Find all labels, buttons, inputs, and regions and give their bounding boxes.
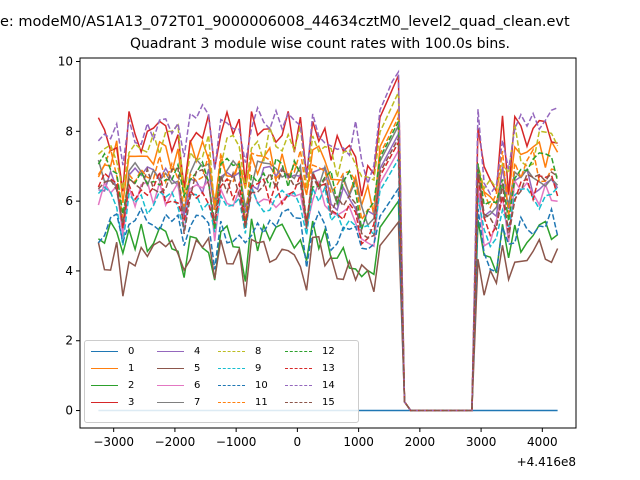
x-tick-label: 0: [294, 435, 302, 449]
legend-label: 13: [322, 363, 335, 374]
legend-label: 8: [255, 346, 262, 357]
y-tick-label: 2: [65, 334, 73, 348]
legend-label: 7: [194, 397, 201, 408]
legend-label: 10: [255, 380, 268, 391]
legend-swatch: [285, 351, 312, 352]
legend-swatch: [91, 351, 118, 352]
series-line-9: [97, 156, 559, 412]
x-tick-label: 3000: [466, 435, 497, 449]
x-tick-label: 1000: [343, 435, 374, 449]
y-tick-label: 4: [65, 264, 73, 278]
legend-label: 1: [128, 363, 135, 374]
legend-swatch: [91, 368, 118, 369]
legend-swatch: [218, 351, 245, 352]
legend-label: 6: [194, 380, 201, 391]
legend-swatch: [91, 385, 118, 386]
legend-label: 15: [322, 397, 335, 408]
series-line-2: [97, 198, 559, 412]
legend-swatch: [157, 351, 184, 352]
series-line-13: [97, 139, 559, 412]
series-line-12: [97, 121, 559, 412]
legend-swatch: [218, 368, 245, 369]
y-tick-label: 10: [58, 54, 73, 68]
series-line-14: [97, 69, 558, 412]
y-tick-label: 8: [65, 124, 73, 138]
x-tick-label: −1000: [216, 435, 257, 449]
legend-swatch: [285, 402, 312, 403]
series-line-5: [97, 220, 559, 412]
legend-swatch: [157, 402, 184, 403]
legend-label: 5: [194, 363, 201, 374]
legend-label: 12: [322, 346, 335, 357]
x-tick-label: −2000: [155, 435, 196, 449]
legend-swatch: [91, 402, 118, 403]
y-tick-label: 0: [65, 404, 73, 418]
legend-swatch: [218, 402, 245, 403]
legend-label: 11: [255, 397, 268, 408]
legend-label: 2: [128, 380, 135, 391]
chart-title: Quadrant 3 module wise count rates with …: [130, 36, 510, 52]
x-axis: −3000 −2000 −1000 0 1000 2000 3000 4000: [93, 428, 558, 449]
y-axis: 0 2 4 6 8 10: [58, 54, 80, 418]
figure-suptitle: n file: modeM0/AS1A13_072T01_9000006008_…: [0, 14, 570, 30]
x-tick-label: −3000: [93, 435, 134, 449]
legend-swatch: [218, 385, 245, 386]
y-tick-label: 6: [65, 194, 73, 208]
series-line-15: [97, 135, 559, 412]
legend-swatch: [285, 368, 312, 369]
legend-label: 0: [128, 346, 135, 357]
series-line-10: [97, 186, 559, 412]
x-tick-label: 2000: [405, 435, 436, 449]
chart-legend: 0 1 2 3 4 5 6 7 8 9 10 11 12 13 14 15: [84, 340, 359, 423]
series-layer: [97, 69, 559, 412]
plot-frame: [79, 57, 577, 429]
legend-label: 3: [128, 397, 135, 408]
x-offset-label: +4.416e8: [517, 455, 576, 469]
legend-label: 4: [194, 346, 201, 357]
legend-label: 9: [255, 363, 262, 374]
legend-swatch: [157, 368, 184, 369]
legend-swatch: [157, 385, 184, 386]
x-tick-label: 4000: [527, 435, 558, 449]
legend-swatch: [285, 385, 312, 386]
legend-label: 14: [322, 380, 335, 391]
